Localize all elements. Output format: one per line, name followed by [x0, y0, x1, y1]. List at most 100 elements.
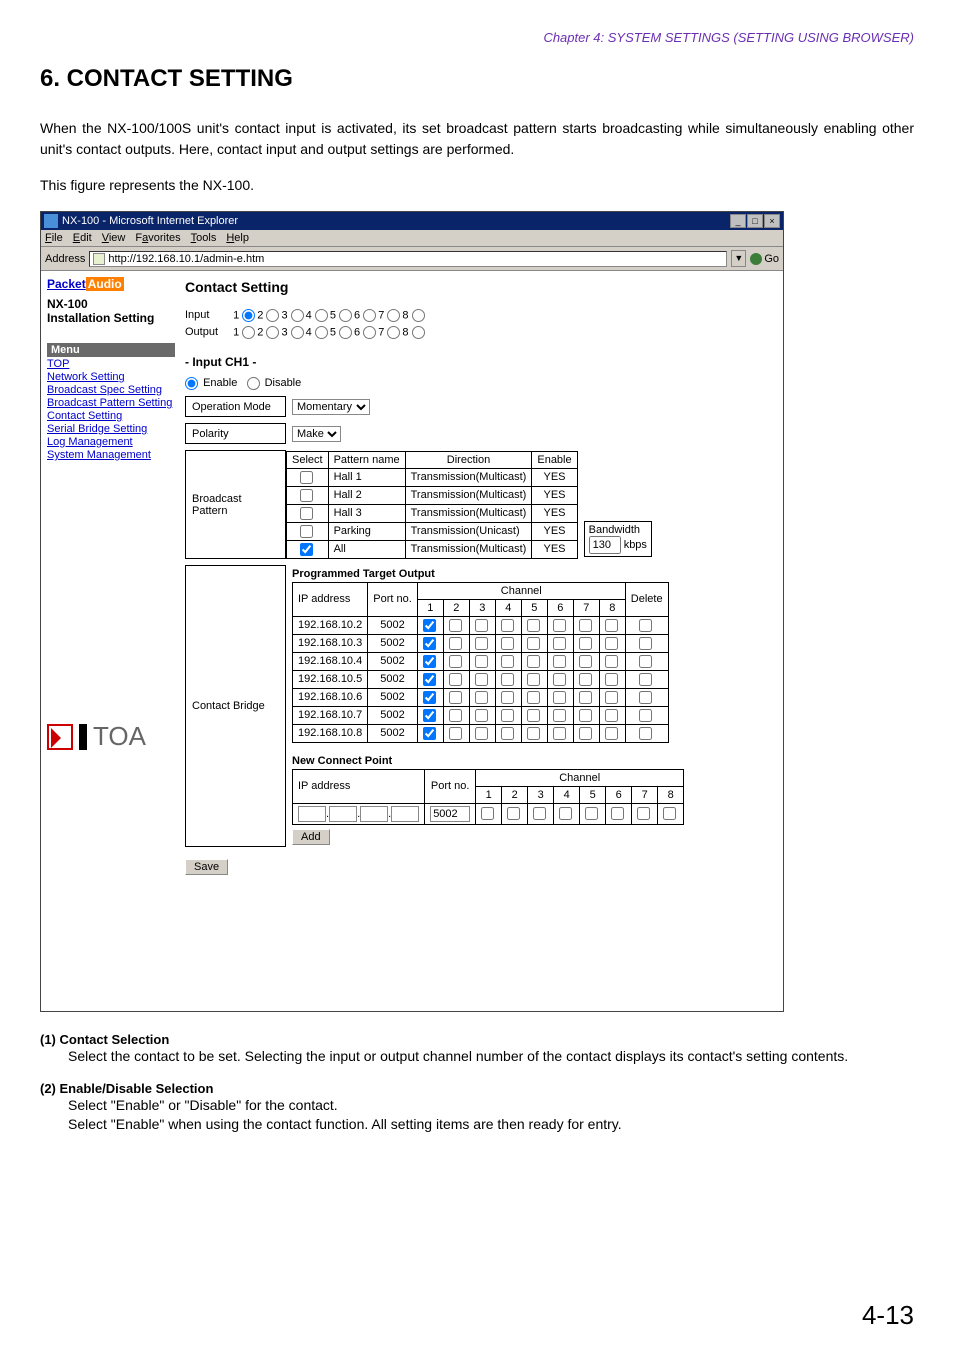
- cb-channel-checkbox[interactable]: [475, 673, 488, 686]
- cb-channel-checkbox[interactable]: [449, 709, 462, 722]
- input-channel-radio[interactable]: 2: [257, 309, 281, 322]
- enable-radio[interactable]: Enable: [185, 377, 237, 389]
- bp-select-checkbox[interactable]: [300, 525, 313, 538]
- close-button[interactable]: ×: [764, 214, 780, 228]
- input-channel-radio[interactable]: 8: [402, 309, 426, 322]
- op-mode-select[interactable]: Momentary: [292, 399, 370, 415]
- ncp-ch-3[interactable]: [533, 807, 546, 820]
- sidebar-link[interactable]: Network Setting: [47, 371, 175, 383]
- bp-select-checkbox[interactable]: [300, 543, 313, 556]
- input-channel-radio[interactable]: 5: [330, 309, 354, 322]
- cb-channel-checkbox[interactable]: [553, 655, 566, 668]
- cb-channel-checkbox[interactable]: [527, 691, 540, 704]
- sidebar-link[interactable]: Log Management: [47, 436, 175, 448]
- cb-channel-checkbox[interactable]: [605, 727, 618, 740]
- cb-channel-checkbox[interactable]: [605, 709, 618, 722]
- cb-channel-checkbox[interactable]: [449, 673, 462, 686]
- cb-channel-checkbox[interactable]: [527, 727, 540, 740]
- cb-channel-checkbox[interactable]: [501, 637, 514, 650]
- output-channel-radio[interactable]: 6: [354, 326, 378, 339]
- sidebar-link[interactable]: Broadcast Spec Setting: [47, 384, 175, 396]
- ncp-ch-2[interactable]: [507, 807, 520, 820]
- cb-channel-checkbox[interactable]: [423, 637, 436, 650]
- brand-audio[interactable]: Audio: [86, 277, 124, 291]
- output-channel-radio[interactable]: 1: [233, 326, 257, 339]
- cb-channel-checkbox[interactable]: [579, 691, 592, 704]
- polarity-select[interactable]: Make: [292, 426, 341, 442]
- cb-channel-checkbox[interactable]: [475, 727, 488, 740]
- ncp-ip-octet-1[interactable]: [298, 806, 326, 822]
- cb-channel-checkbox[interactable]: [579, 727, 592, 740]
- ncp-ch-5[interactable]: [585, 807, 598, 820]
- cb-channel-checkbox[interactable]: [501, 619, 514, 632]
- cb-channel-checkbox[interactable]: [423, 655, 436, 668]
- cb-channel-checkbox[interactable]: [475, 637, 488, 650]
- cb-channel-checkbox[interactable]: [501, 655, 514, 668]
- cb-channel-checkbox[interactable]: [605, 673, 618, 686]
- bandwidth-input[interactable]: [589, 536, 621, 554]
- ncp-ch-7[interactable]: [637, 807, 650, 820]
- cb-delete-checkbox[interactable]: [639, 727, 652, 740]
- cb-channel-checkbox[interactable]: [449, 727, 462, 740]
- ncp-ch-6[interactable]: [611, 807, 624, 820]
- input-channel-radio[interactable]: 4: [306, 309, 330, 322]
- menu-file[interactable]: File: [45, 232, 63, 244]
- cb-channel-checkbox[interactable]: [475, 655, 488, 668]
- output-channel-radio[interactable]: 3: [281, 326, 305, 339]
- sidebar-link[interactable]: Serial Bridge Setting: [47, 423, 175, 435]
- cb-channel-checkbox[interactable]: [423, 619, 436, 632]
- cb-channel-checkbox[interactable]: [527, 637, 540, 650]
- cb-channel-checkbox[interactable]: [475, 709, 488, 722]
- input-channel-radio[interactable]: 6: [354, 309, 378, 322]
- cb-channel-checkbox[interactable]: [475, 691, 488, 704]
- output-channel-radio[interactable]: 2: [257, 326, 281, 339]
- cb-channel-checkbox[interactable]: [527, 673, 540, 686]
- cb-channel-checkbox[interactable]: [423, 727, 436, 740]
- save-button[interactable]: Save: [185, 859, 228, 875]
- cb-channel-checkbox[interactable]: [449, 655, 462, 668]
- cb-channel-checkbox[interactable]: [449, 691, 462, 704]
- sidebar-link[interactable]: TOP: [47, 358, 175, 370]
- cb-channel-checkbox[interactable]: [423, 709, 436, 722]
- cb-delete-checkbox[interactable]: [639, 709, 652, 722]
- input-channel-radio[interactable]: 1: [233, 309, 257, 322]
- ncp-ip-octet-2[interactable]: [329, 806, 357, 822]
- menu-help[interactable]: Help: [226, 232, 249, 244]
- cb-channel-checkbox[interactable]: [449, 619, 462, 632]
- brand-packet[interactable]: Packet: [47, 277, 86, 291]
- cb-channel-checkbox[interactable]: [501, 709, 514, 722]
- cb-channel-checkbox[interactable]: [579, 655, 592, 668]
- cb-channel-checkbox[interactable]: [605, 637, 618, 650]
- cb-channel-checkbox[interactable]: [605, 619, 618, 632]
- cb-channel-checkbox[interactable]: [527, 619, 540, 632]
- cb-channel-checkbox[interactable]: [449, 637, 462, 650]
- menu-favorites[interactable]: Favorites: [135, 232, 180, 244]
- sidebar-link[interactable]: System Management: [47, 449, 175, 461]
- output-channel-radio[interactable]: 5: [330, 326, 354, 339]
- bp-select-checkbox[interactable]: [300, 507, 313, 520]
- maximize-button[interactable]: □: [747, 214, 763, 228]
- cb-channel-checkbox[interactable]: [605, 691, 618, 704]
- cb-channel-checkbox[interactable]: [579, 673, 592, 686]
- cb-channel-checkbox[interactable]: [605, 655, 618, 668]
- output-channel-radio[interactable]: 4: [306, 326, 330, 339]
- cb-channel-checkbox[interactable]: [527, 709, 540, 722]
- ncp-ch-1[interactable]: [481, 807, 494, 820]
- cb-delete-checkbox[interactable]: [639, 619, 652, 632]
- cb-channel-checkbox[interactable]: [579, 709, 592, 722]
- cb-channel-checkbox[interactable]: [527, 655, 540, 668]
- cb-channel-checkbox[interactable]: [553, 691, 566, 704]
- go-button[interactable]: Go: [750, 253, 779, 265]
- cb-delete-checkbox[interactable]: [639, 637, 652, 650]
- cb-channel-checkbox[interactable]: [423, 691, 436, 704]
- menu-view[interactable]: View: [102, 232, 126, 244]
- output-channel-radio[interactable]: 8: [402, 326, 426, 339]
- cb-channel-checkbox[interactable]: [501, 691, 514, 704]
- input-channel-radio[interactable]: 3: [281, 309, 305, 322]
- cb-channel-checkbox[interactable]: [579, 637, 592, 650]
- ncp-ip-octet-3[interactable]: [360, 806, 388, 822]
- menu-edit[interactable]: Edit: [73, 232, 92, 244]
- cb-channel-checkbox[interactable]: [475, 619, 488, 632]
- cb-delete-checkbox[interactable]: [639, 691, 652, 704]
- bp-select-checkbox[interactable]: [300, 471, 313, 484]
